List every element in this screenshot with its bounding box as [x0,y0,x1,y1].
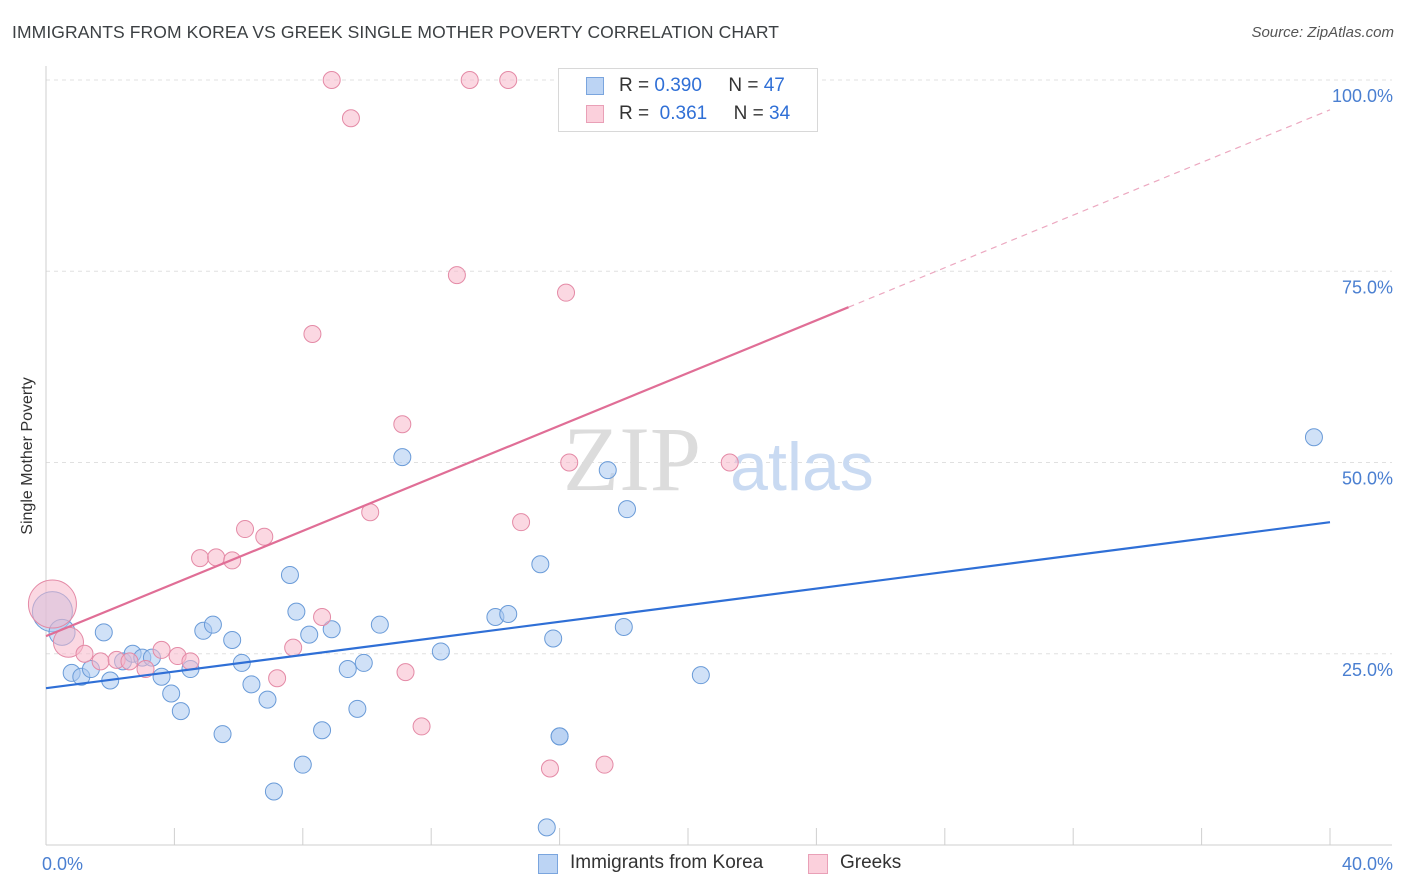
legend-r-label: R = [619,103,650,124]
greeks-point [595,755,614,774]
greeks-point [720,453,739,472]
korea-point [550,727,569,746]
axes [45,66,1392,846]
legend-swatch-greeks [586,105,604,123]
korea-point [258,690,277,709]
greeks-point [152,640,171,659]
legend-r-label: R = [619,75,650,96]
korea-point [213,725,232,744]
greeks-point [255,527,274,546]
korea-point [544,629,563,648]
greeks-trend-extension [848,109,1331,308]
greeks-point [120,652,139,671]
legend-r-value: 0.390 [654,75,702,96]
greeks-point [322,71,341,89]
legend-label-greeks: Greeks [840,852,902,873]
legend-n-value: 47 [763,75,785,96]
legend-n-label: N = [728,75,759,96]
x-tick-label: 40.0% [1342,854,1393,874]
korea-point [370,615,389,634]
korea-trend-line [45,521,1331,690]
tick-labels: 25.0% 50.0% 75.0% 100.0% 0.0% 40.0% [42,86,1393,874]
korea-point [171,702,190,721]
greeks-point [284,638,303,657]
greeks-point [540,759,559,778]
korea-point [691,666,710,685]
legend-label-korea: Immigrants from Korea [570,852,764,873]
greeks-point [412,717,431,736]
correlation-legend: R = 0.390 N = 47 R = 0.361 N = 34 [558,68,818,132]
greeks-point [447,266,466,285]
legend-swatch-korea [586,77,604,95]
chart-title: IMMIGRANTS FROM KOREA VS GREEK SINGLE MO… [12,22,780,42]
greeks-point [181,652,200,671]
greeks-point [27,579,77,629]
korea-point [94,623,113,642]
korea-point [348,699,367,718]
korea-point [338,660,357,679]
watermark-zip: ZIP [563,408,701,510]
watermark-atlas: atlas [730,429,874,505]
greeks-point [393,415,412,434]
korea-point [293,755,312,774]
korea-point [280,565,299,584]
korea-point [242,675,261,694]
watermark: ZIP atlas [563,408,874,510]
greeks-point [313,608,332,627]
korea-point [431,642,450,661]
greeks-point [512,513,531,532]
greeks-point [560,453,579,472]
legend-r-value: 0.361 [659,103,708,124]
korea-point [393,448,412,467]
korea-point [354,653,373,672]
korea-point [537,818,556,837]
greeks-point [396,663,415,682]
greeks-trend-line [45,306,849,638]
grid-lines [46,79,1392,655]
greeks-point [460,71,479,89]
korea-point [322,620,341,639]
greeks-point [341,109,360,128]
legend-swatch-greeks [808,854,828,874]
greeks-point [236,520,255,539]
legend-n-label: N = [733,103,764,124]
legend-swatch-korea [538,854,558,874]
y-tick-label: 25.0% [1342,660,1393,680]
korea-point [300,625,319,644]
korea-point [531,555,550,574]
korea-point [614,617,633,636]
y-tick-label: 75.0% [1342,277,1393,297]
greeks-point [91,652,110,671]
greeks-point [499,71,518,89]
greeks-point [268,669,287,688]
y-tick-label: 100.0% [1332,86,1393,106]
korea-point [499,604,518,623]
y-tick-label: 50.0% [1342,469,1393,489]
korea-point [313,721,332,740]
legend-n-value: 34 [769,103,791,124]
korea-point [264,782,283,801]
korea-point [618,500,637,519]
greeks-point [191,549,210,568]
greeks-point [303,324,322,343]
korea-point [223,630,242,649]
greeks-point [557,283,576,302]
korea-point [152,667,171,686]
source-label: Source: ZipAtlas.com [1251,24,1394,41]
korea-point [1304,428,1323,447]
korea-point [162,684,181,703]
trend-lines [45,109,1331,690]
greeks-point [136,660,155,679]
greeks-point [75,644,94,663]
korea-point [287,602,306,621]
korea-point [598,461,617,480]
korea-point [203,615,222,634]
x-tick-label: 0.0% [42,854,83,874]
